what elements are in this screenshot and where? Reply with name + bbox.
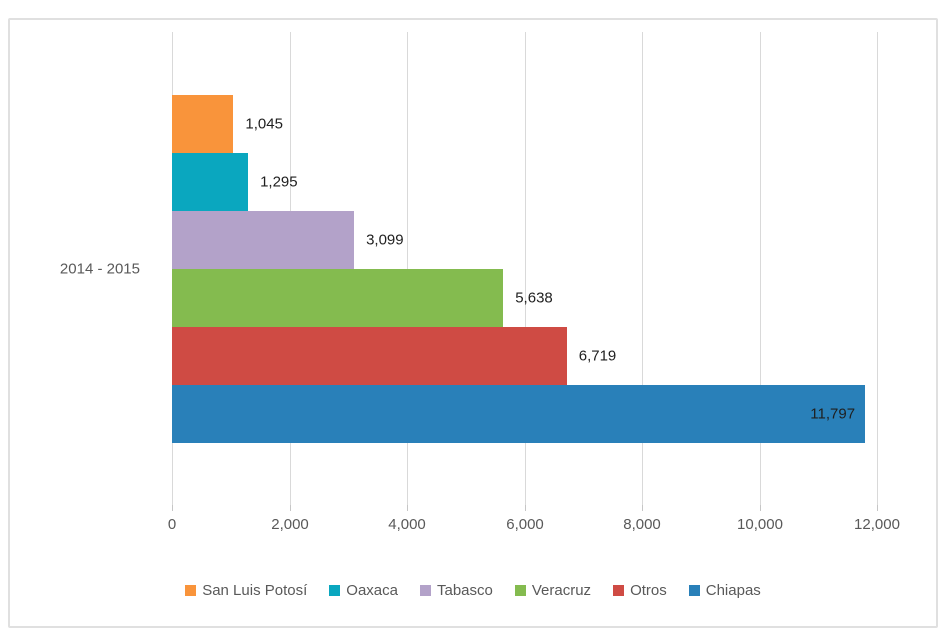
legend-swatch-icon — [514, 585, 526, 596]
legend-label: Otros — [630, 582, 667, 599]
legend-item-chiapas: Chiapas — [688, 582, 761, 599]
legend-item-oaxaca: Oaxaca — [329, 582, 398, 599]
chart-frame: 1,045 1,295 3,099 5,638 6,719 11,797 2014 - 2… — [8, 18, 938, 628]
category-axis-label: 2014 - 2015 — [59, 260, 140, 278]
gridline — [642, 32, 643, 505]
legend-label: Oaxaca — [346, 582, 398, 599]
legend-label: San Luis Potosí — [202, 582, 308, 599]
data-label-oaxaca: 1,295 — [260, 173, 298, 191]
legend-swatch-icon — [329, 585, 341, 596]
x-tick-label: 0 — [167, 516, 177, 533]
legend-item-otros: Otros — [613, 582, 667, 599]
x-tick-label: 2,000 — [271, 516, 309, 533]
bar-oaxaca — [172, 153, 249, 211]
legend-item-tabasco: Tabasco — [419, 582, 493, 599]
bar-otros — [172, 327, 567, 385]
axis-tick-mark — [290, 505, 291, 511]
axis-tick-mark — [525, 505, 526, 511]
x-tick-label: 8,000 — [623, 516, 661, 533]
legend-swatch-icon — [613, 585, 625, 596]
data-label-veracruz: 5,638 — [515, 289, 553, 307]
legend-item-veracruz: Veracruz — [514, 582, 592, 599]
legend-label: Tabasco — [436, 582, 493, 599]
axis-tick-mark — [877, 505, 878, 511]
data-label-chiapas: 11,797 — [810, 405, 856, 423]
axis-tick-mark — [760, 505, 761, 511]
gridline — [877, 32, 878, 505]
legend-swatch-icon — [185, 585, 197, 596]
legend-label: Chiapas — [705, 582, 761, 599]
x-tick-label: 4,000 — [388, 516, 426, 533]
legend: San Luis Potosí Oaxaca Tabasco Veracruz Otro… — [10, 582, 936, 599]
legend-swatch-icon — [688, 585, 700, 596]
x-tick-label: 6,000 — [506, 516, 544, 533]
gridline — [525, 32, 526, 505]
bar-tabasco — [172, 211, 355, 269]
gridline — [407, 32, 408, 505]
x-axis-tick-labels: 0 2,000 4,000 6,000 8,000 10,000 12,000 — [168, 516, 900, 536]
bar-veracruz — [172, 269, 504, 327]
plot-area: 1,045 1,295 3,099 5,638 6,719 11,797 — [172, 32, 878, 511]
data-label-tabasco: 3,099 — [366, 231, 404, 249]
x-tick-label: 10,000 — [737, 516, 783, 533]
bar-chiapas — [172, 385, 866, 443]
legend-label: Veracruz — [531, 582, 592, 599]
axis-tick-mark — [407, 505, 408, 511]
data-label-san-luis-potosi: 1,045 — [245, 115, 283, 133]
legend-swatch-icon — [419, 585, 431, 596]
x-tick-label: 12,000 — [854, 516, 900, 533]
gridline — [760, 32, 761, 505]
bar-san-luis-potosi — [172, 95, 234, 153]
axis-tick-mark — [172, 505, 173, 511]
axis-tick-mark — [642, 505, 643, 511]
data-label-otros: 6,719 — [578, 347, 617, 365]
legend-item-san-luis-potosi: San Luis Potosí — [185, 582, 307, 599]
